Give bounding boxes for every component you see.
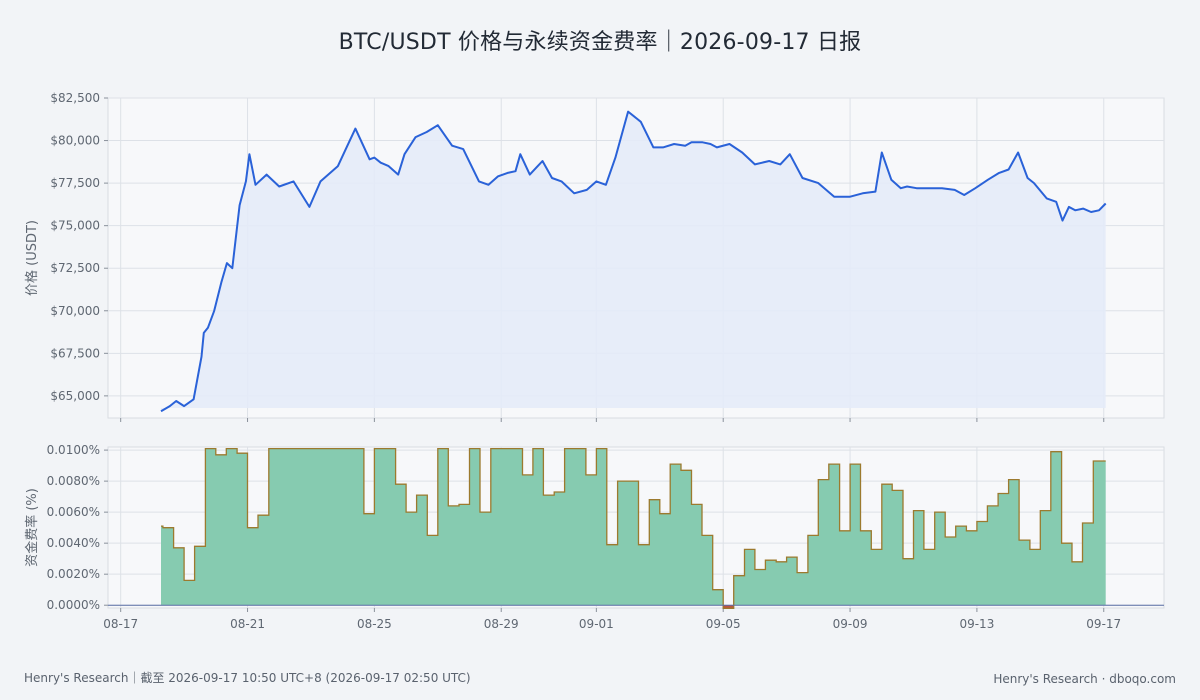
price-ytick-label: $72,500 bbox=[50, 261, 100, 275]
x-tick-label: 08-29 bbox=[484, 617, 519, 631]
price-axis-title: 价格 (USDT) bbox=[24, 220, 40, 296]
x-tick-label: 09-13 bbox=[959, 617, 994, 631]
x-tick-label: 08-25 bbox=[357, 617, 392, 631]
funding-axis-title: 资金费率 (%) bbox=[24, 488, 40, 567]
price-area-fill bbox=[160, 111, 1106, 412]
price-line bbox=[160, 110, 1107, 413]
x-tick-label: 09-09 bbox=[833, 617, 868, 631]
x-axis: 08-17 08-21 08-25 08-29 09-01 09-05 09-09 09-13… bbox=[103, 617, 1121, 631]
funding-ytick-label: 0.0060% bbox=[47, 505, 100, 519]
price-ytick-label: $82,500 bbox=[50, 91, 100, 105]
x-tick-label: 09-05 bbox=[706, 617, 741, 631]
funding-ytick-label: 0.0100% bbox=[47, 443, 100, 457]
footer-brand: Henry's Research · dboqo.com bbox=[993, 672, 1176, 686]
price-ytick-label: $65,000 bbox=[50, 389, 100, 403]
x-tick-label: 08-17 bbox=[103, 617, 138, 631]
price-ytick-label: $75,000 bbox=[50, 219, 100, 233]
funding-ytick-label: 0.0020% bbox=[47, 567, 100, 581]
funding-area-fill bbox=[161, 448, 1106, 609]
price-ytick-label: $77,500 bbox=[50, 176, 100, 190]
x-tick-label: 09-17 bbox=[1086, 617, 1121, 631]
funding-ytick-label: 0.0000% bbox=[47, 598, 100, 612]
x-tick-label: 08-21 bbox=[230, 617, 265, 631]
price-ytick-label: $70,000 bbox=[50, 304, 100, 318]
funding-negative-bar bbox=[723, 605, 734, 609]
funding-ytick-label: 0.0040% bbox=[47, 536, 100, 550]
funding-ytick-label: 0.0080% bbox=[47, 474, 100, 488]
chart-title: BTC/USDT 价格与永续资金费率｜2026-09-17 日报 bbox=[338, 30, 862, 55]
x-tick-label: 09-01 bbox=[579, 617, 614, 631]
funding-panel: 0.0000% 0.0020% 0.0040% 0.0060% 0.0080% 0.010… bbox=[24, 443, 1165, 612]
footer-source: Henry's Research｜截至 2026-09-17 10:50 UTC… bbox=[24, 671, 471, 685]
price-ytick-label: $67,500 bbox=[50, 346, 100, 360]
funding-step-line bbox=[161, 447, 1106, 609]
price-ytick-label: $80,000 bbox=[50, 134, 100, 148]
price-panel: $65,000 $67,500 $70,000 $72,500 $75,000 $77,5… bbox=[24, 91, 1165, 422]
